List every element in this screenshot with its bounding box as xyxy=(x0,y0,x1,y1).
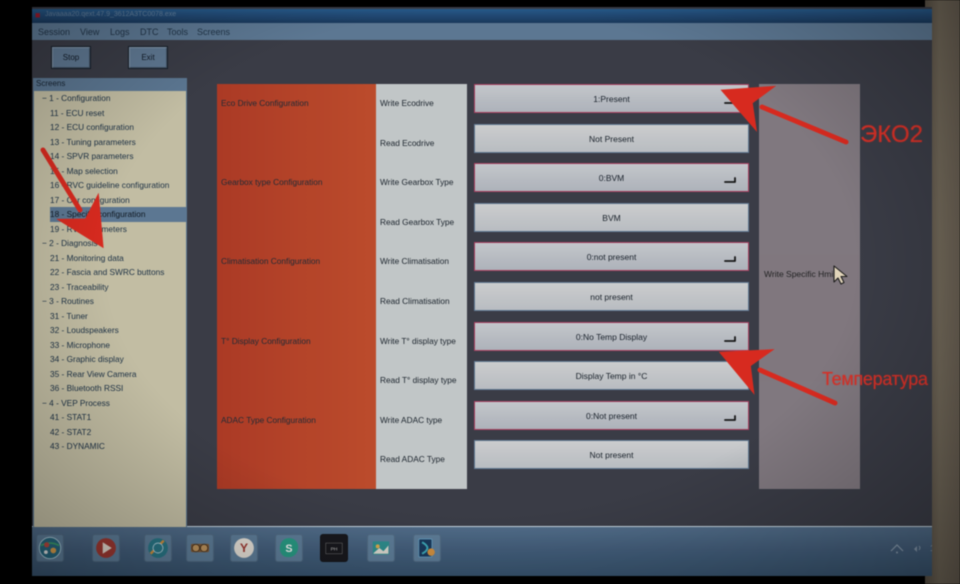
svg-text:PH: PH xyxy=(331,546,338,552)
svg-text:Y: Y xyxy=(240,541,249,555)
svg-text:S: S xyxy=(285,543,292,555)
